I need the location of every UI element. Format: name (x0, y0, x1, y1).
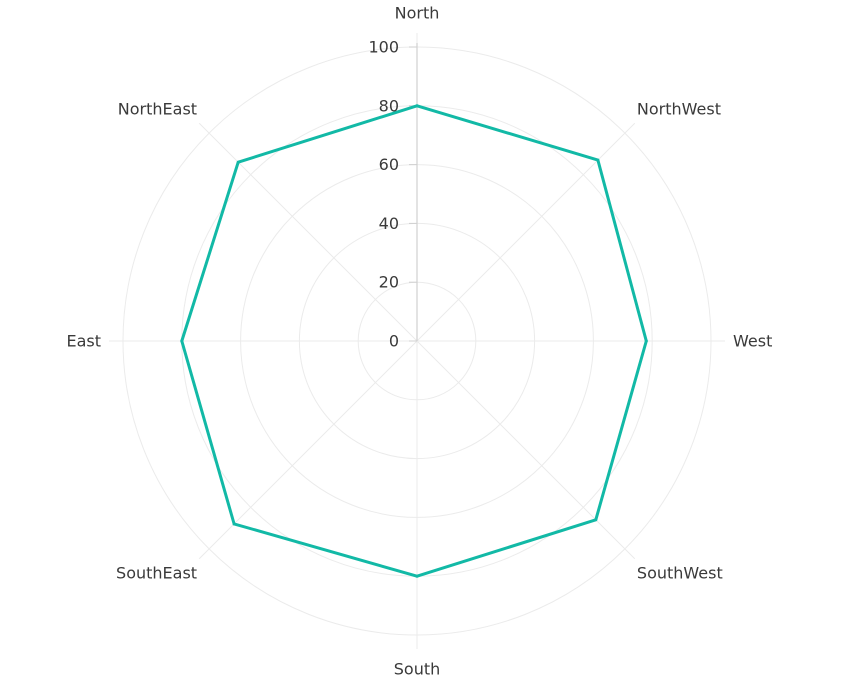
category-label-northwest: NorthWest (637, 100, 721, 119)
category-label-north: North (395, 4, 440, 23)
radial-tick-label-100: 100 (368, 38, 399, 57)
category-label-west: West (733, 332, 772, 351)
category-label-south: South (394, 660, 441, 677)
series-layer (180, 104, 648, 578)
radial-tick-label-40: 40 (379, 214, 399, 233)
spoke-southwest (416, 340, 636, 560)
label-layer: 0 20 40 60 80 100 North NorthWest West SouthWest S… (66, 4, 772, 677)
radial-tick-label-0: 0 (389, 332, 399, 351)
data-point-southeast (232, 522, 236, 526)
data-point-west (644, 339, 648, 343)
radial-tick-label-80: 80 (379, 96, 399, 115)
category-label-northeast: NorthEast (118, 100, 197, 119)
data-point-south (415, 574, 419, 578)
category-label-east: East (66, 332, 101, 351)
data-point-east (180, 339, 184, 343)
spoke-southeast (198, 340, 418, 560)
category-label-southwest: SouthWest (637, 563, 723, 582)
spoke-northwest (416, 122, 636, 342)
axis-layer (109, 33, 725, 649)
data-point-northwest (596, 158, 600, 162)
radial-tick-label-20: 20 (379, 273, 399, 292)
category-label-southeast: SouthEast (116, 563, 197, 582)
radial-tick-label-60: 60 (379, 155, 399, 174)
data-point-north (415, 104, 419, 108)
spoke-northeast (198, 122, 418, 342)
data-point-northeast (236, 160, 240, 164)
data-point-southwest (594, 518, 598, 522)
